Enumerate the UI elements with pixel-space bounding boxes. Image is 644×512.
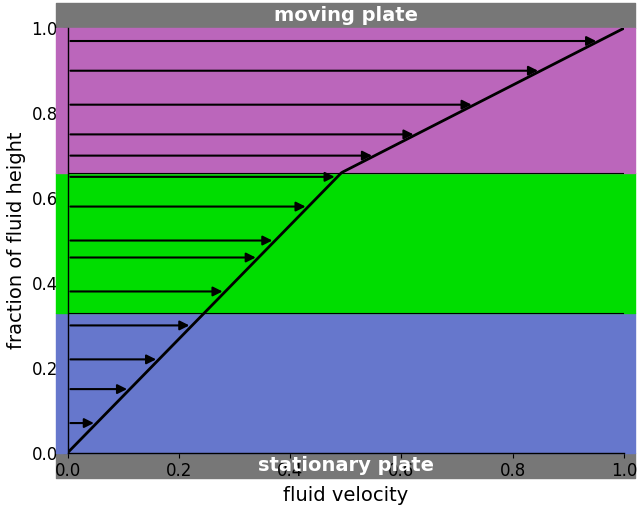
Text: moving plate: moving plate: [274, 6, 418, 25]
Y-axis label: fraction of fluid height: fraction of fluid height: [7, 132, 26, 349]
Text: stationary plate: stationary plate: [258, 456, 433, 475]
X-axis label: fluid velocity: fluid velocity: [283, 486, 408, 505]
